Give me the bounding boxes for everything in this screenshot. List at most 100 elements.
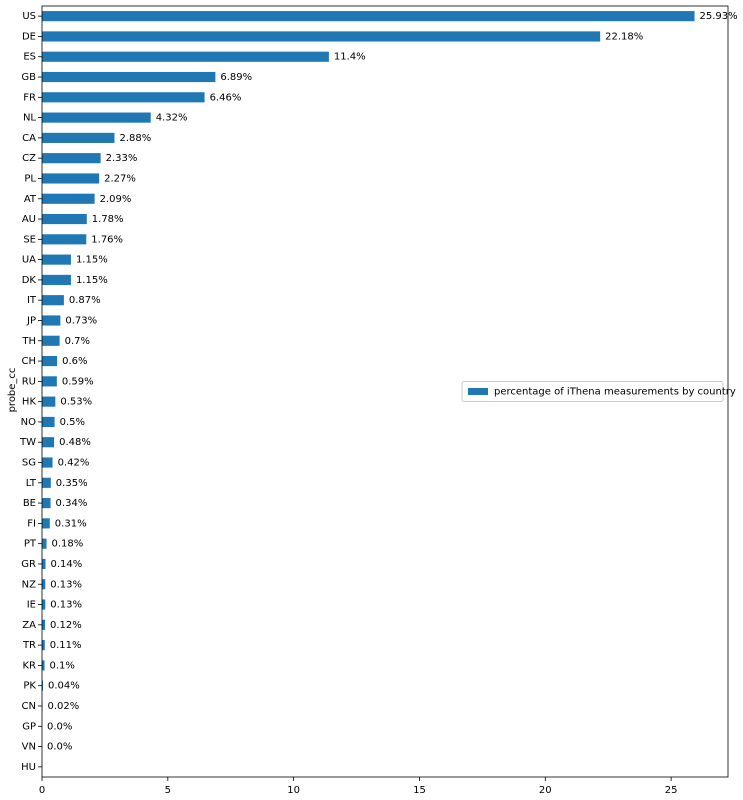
value-label: 2.33%: [106, 153, 138, 164]
value-label: 0.0%: [47, 742, 72, 753]
legend-label: percentage of iThena measurements by cou…: [494, 387, 736, 398]
value-label: 0.5%: [60, 417, 85, 428]
value-label: 6.89%: [220, 72, 252, 83]
y-tick-label: VN: [22, 742, 36, 753]
y-tick-label: IE: [27, 600, 36, 611]
y-tick-label: GP: [22, 721, 36, 732]
y-tick-label: PK: [23, 681, 36, 692]
bar: [42, 579, 46, 590]
value-label: 0.14%: [51, 559, 83, 570]
value-label: 0.48%: [59, 437, 91, 448]
bar: [42, 112, 151, 123]
bar: [42, 295, 64, 306]
y-tick-label: GR: [21, 559, 36, 570]
y-tick-label: NO: [21, 417, 36, 428]
value-label: 0.1%: [50, 660, 75, 671]
value-label: 2.88%: [119, 133, 151, 144]
value-label: 25.93%: [700, 11, 738, 22]
y-tick-label: AU: [22, 214, 36, 225]
value-label: 0.0%: [47, 721, 72, 732]
bar: [42, 193, 95, 204]
bar: [42, 376, 57, 387]
bar: [42, 538, 47, 549]
x-tick-label: 15: [413, 785, 426, 796]
bar: [42, 355, 58, 367]
bar: [42, 335, 60, 346]
value-label: 2.27%: [104, 173, 136, 184]
bar: [42, 92, 205, 103]
value-label: 0.34%: [56, 498, 88, 509]
y-tick-label: NZ: [22, 579, 36, 590]
y-tick-label: HU: [21, 762, 36, 773]
value-label: 0.31%: [55, 518, 87, 529]
bar: [42, 11, 695, 22]
value-label: 6.46%: [210, 92, 242, 103]
y-tick-label: LT: [26, 478, 37, 489]
y-tick-label: GB: [21, 72, 36, 83]
bar: [42, 498, 51, 509]
bar: [42, 518, 50, 529]
bar: [42, 274, 71, 285]
y-tick-label: TR: [22, 640, 36, 651]
bar: [42, 173, 100, 184]
x-tick-label: 10: [287, 785, 300, 796]
value-label: 0.42%: [58, 458, 90, 469]
value-label: 1.15%: [76, 275, 108, 286]
bar: [42, 619, 46, 630]
y-tick-label: TH: [21, 336, 36, 347]
value-label: 0.12%: [50, 620, 82, 631]
bar: [42, 71, 216, 83]
y-tick-label: CA: [22, 133, 36, 144]
y-tick-label: SG: [22, 458, 36, 469]
y-tick-label: PT: [24, 539, 37, 550]
value-label: 1.78%: [92, 214, 124, 225]
bar: [42, 477, 51, 488]
x-tick-label: 25: [665, 785, 678, 796]
y-tick-label: SE: [23, 234, 36, 245]
bar: [42, 660, 45, 671]
y-tick-label: AT: [24, 194, 37, 205]
y-tick-label: ZA: [22, 620, 36, 631]
value-label: 4.32%: [156, 113, 188, 124]
y-tick-label: DE: [22, 31, 36, 42]
bar: [42, 213, 87, 225]
y-tick-label: US: [22, 11, 36, 22]
value-label: 0.7%: [65, 336, 90, 347]
bar: [42, 234, 87, 245]
y-tick-label: HK: [22, 397, 37, 408]
value-label: 0.13%: [50, 600, 82, 611]
y-tick-label: ES: [23, 52, 36, 63]
value-label: 1.76%: [91, 234, 123, 245]
value-label: 2.09%: [100, 194, 132, 205]
bar: [42, 437, 55, 448]
value-label: 11.4%: [334, 52, 366, 63]
bar: [42, 416, 55, 428]
value-label: 0.11%: [50, 640, 82, 651]
y-tick-label: CH: [21, 356, 36, 367]
bar: [42, 51, 329, 62]
y-tick-label: JP: [26, 315, 36, 326]
y-tick-label: FR: [23, 92, 36, 103]
legend-box: [461, 381, 724, 402]
y-tick-label: UA: [22, 255, 36, 266]
x-tick-label: 5: [165, 785, 171, 796]
y-tick-label: KR: [22, 660, 36, 671]
value-label: 0.18%: [52, 539, 84, 550]
y-axis-label: probe_cc: [7, 368, 18, 413]
x-tick-label: 20: [539, 785, 552, 796]
value-label: 0.02%: [48, 701, 80, 712]
y-tick-label: NL: [23, 113, 36, 124]
bar: [42, 31, 601, 42]
bar: [42, 457, 53, 468]
value-label: 0.87%: [69, 295, 101, 306]
y-tick-label: RU: [22, 376, 36, 387]
y-tick-label: PL: [24, 173, 36, 184]
y-tick-label: DK: [22, 275, 37, 286]
value-label: 0.35%: [56, 478, 88, 489]
bar: [42, 132, 115, 143]
y-tick-label: CZ: [22, 153, 36, 164]
bar: [42, 680, 44, 691]
bar: [42, 315, 61, 326]
x-tick-label: 0: [39, 785, 45, 796]
